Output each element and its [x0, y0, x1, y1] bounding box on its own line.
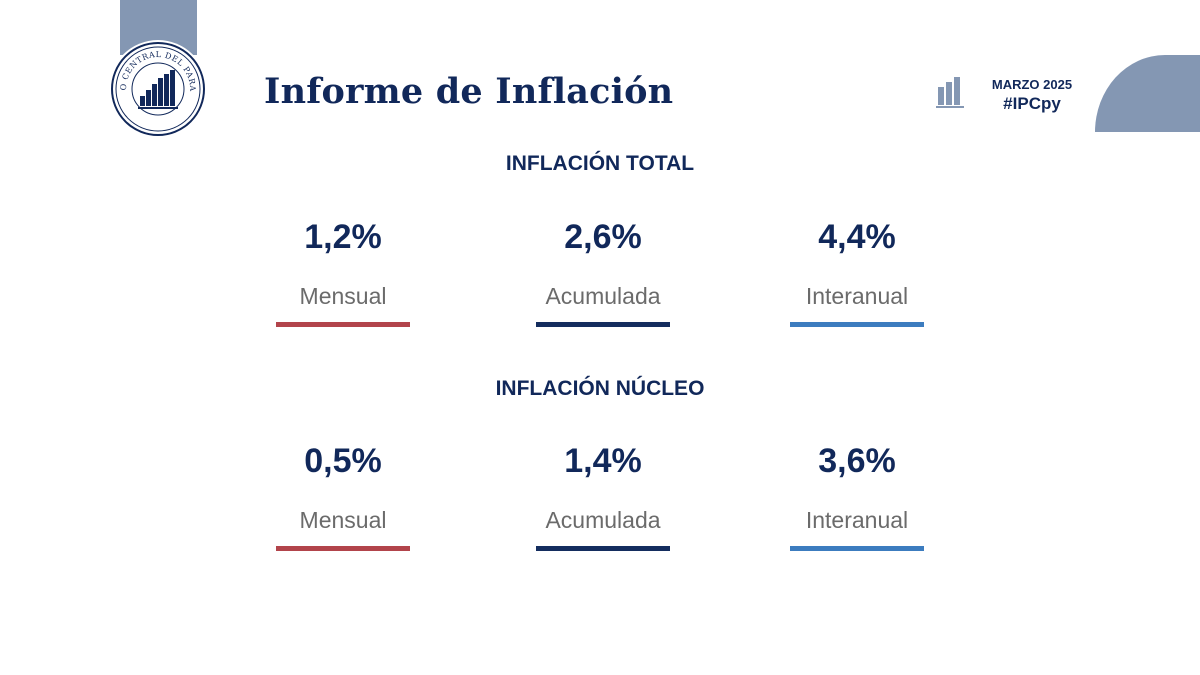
acumulada-bar — [536, 322, 670, 327]
report-period: MARZO 2025 #IPCpy — [982, 76, 1082, 114]
total-interanual-label: Interanual — [805, 283, 909, 309]
bcp-logo: BANCO CENTRAL DEL PARAGUAY — [105, 33, 207, 138]
total-mensual-value: 1,2% — [304, 218, 382, 256]
total-mensual-label: Mensual — [299, 283, 387, 309]
hashtag: #IPCpy — [1003, 94, 1061, 113]
core-mensual-label: Mensual — [299, 507, 387, 533]
total-interanual: 4,4% Interanual — [757, 217, 957, 327]
interanual-bar — [790, 322, 924, 327]
bar-chart-icon — [936, 77, 966, 114]
core-acumulada: 1,4% Acumulada — [503, 441, 703, 551]
total-acumulada-value: 2,6% — [564, 218, 642, 256]
mensual-bar — [276, 322, 410, 327]
section-title-core: INFLACIÓN NÚCLEO — [495, 377, 705, 400]
core-mensual: 0,5% Mensual — [243, 441, 443, 551]
page-title: Informe de Inflación — [264, 71, 674, 112]
right-decor-tab — [1095, 55, 1200, 132]
core-acumulada-label: Acumulada — [545, 507, 661, 533]
interanual-bar — [790, 546, 924, 551]
total-mensual: 1,2% Mensual — [243, 217, 443, 327]
core-interanual-label: Interanual — [805, 507, 909, 533]
mensual-bar — [276, 546, 410, 551]
acumulada-bar — [536, 546, 670, 551]
total-interanual-value: 4,4% — [818, 218, 896, 256]
period-date: MARZO 2025 — [991, 77, 1073, 92]
section-title-total: INFLACIÓN TOTAL — [505, 152, 695, 175]
core-interanual-value: 3,6% — [818, 442, 896, 480]
core-acumulada-value: 1,4% — [564, 442, 642, 480]
core-interanual: 3,6% Interanual — [757, 441, 957, 551]
total-acumulada: 2,6% Acumulada — [503, 217, 703, 327]
total-acumulada-label: Acumulada — [545, 283, 661, 309]
core-mensual-value: 0,5% — [304, 442, 382, 480]
